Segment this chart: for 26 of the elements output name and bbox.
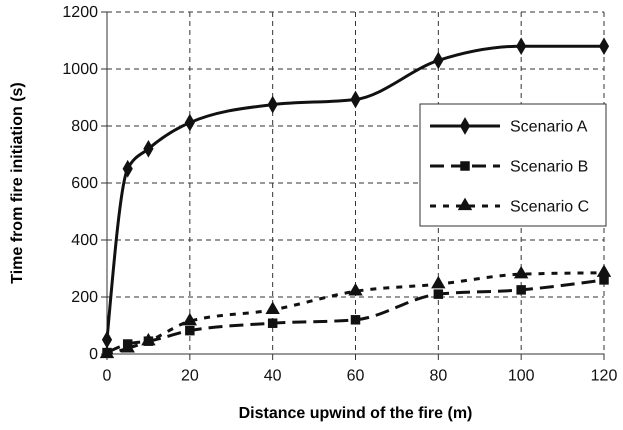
- y-tick-label: 1000: [62, 61, 98, 78]
- y-tick-label: 600: [71, 175, 98, 192]
- y-tick-label: 0: [89, 346, 98, 364]
- point: [350, 315, 360, 325]
- point: [434, 289, 444, 299]
- point: [185, 326, 195, 336]
- point: [516, 285, 526, 295]
- legend-label: Scenario A: [510, 118, 588, 136]
- x-tick-label: 60: [346, 368, 364, 385]
- x-tick-label: 20: [180, 368, 199, 385]
- y-tick-label: 400: [71, 232, 98, 250]
- x-tick-label: 40: [264, 368, 282, 385]
- x-axis-title: Distance upwind of the fire (m): [238, 405, 472, 422]
- point: [122, 339, 132, 349]
- legend-label: Scenario B: [510, 158, 588, 176]
- legend-label: Scenario C: [510, 198, 590, 216]
- y-tick-label: 800: [71, 118, 98, 136]
- x-tick-label: 120: [590, 368, 618, 385]
- y-tick-label: 200: [71, 289, 98, 306]
- y-axis-title: Time from fire initiation (s): [9, 82, 26, 284]
- x-tick-label: 0: [102, 368, 112, 385]
- point: [599, 275, 609, 285]
- point: [268, 318, 278, 328]
- x-tick-label: 80: [429, 368, 448, 385]
- x-tick-label: 100: [508, 368, 535, 385]
- y-tick-label: 1200: [62, 4, 98, 22]
